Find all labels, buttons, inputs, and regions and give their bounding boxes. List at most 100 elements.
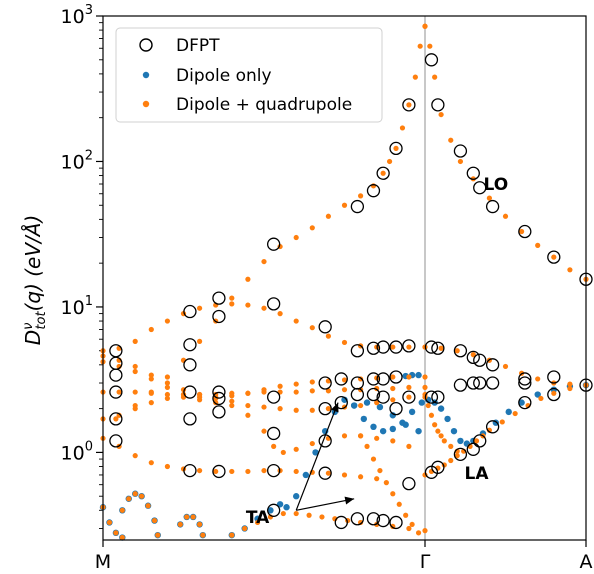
dfpt-point [389,515,403,530]
legend-label-dfpt: DFPT [176,36,220,56]
legend-box [115,27,383,123]
point [390,438,396,444]
dfpt-point [212,291,226,305]
point [164,384,170,390]
point [551,390,557,396]
point [390,397,396,403]
point [293,468,299,475]
dfpt-point [376,390,390,404]
dfpt-point [267,503,281,517]
point [197,305,203,311]
point [428,412,435,418]
point [364,443,370,449]
point [148,326,154,333]
dfpt-point [350,199,365,214]
point [277,383,283,389]
point [148,460,154,466]
point [444,415,451,423]
point [229,402,235,409]
point [457,437,464,445]
point [229,398,235,404]
point [309,440,315,447]
dfpt-point [350,376,365,390]
point [148,389,154,395]
point [538,395,544,402]
point [505,408,512,416]
dfpt-point [547,370,561,384]
annotation-arrow [295,402,339,511]
dfpt-point [547,387,561,402]
point [309,325,315,331]
point [341,433,348,439]
dfpt-point [466,166,480,180]
dfpt-point [267,426,281,441]
point [126,496,132,502]
point [280,449,286,456]
point [293,318,299,324]
x-tick-label: M [95,551,111,573]
point [245,302,251,308]
point [283,504,290,511]
point [341,377,348,383]
dfpt-point [350,387,365,402]
point [325,333,331,339]
point [422,23,428,29]
y-tick-label: 102 [61,148,93,173]
point [242,525,248,532]
point [470,352,476,358]
point [412,74,418,80]
point [534,391,541,398]
y-tick-label: 103 [61,3,93,28]
point [457,158,464,165]
point [358,474,364,480]
y-axis-label: Dνtot(q) (eV/Å) [21,215,49,346]
point [261,305,267,311]
point [197,394,203,400]
point [415,371,422,379]
point [390,491,396,497]
point [454,348,460,354]
point [116,412,122,418]
point [406,344,412,350]
point [261,389,267,395]
point [350,402,358,409]
dfpt-point [402,476,416,491]
annotation-la: LA [465,464,490,484]
annotation-ta: TA [246,508,270,528]
point [325,470,331,476]
point [190,514,196,520]
point [254,515,261,522]
dfpt-point [402,98,416,112]
dfpt-point [267,390,281,404]
point [518,399,525,406]
point [486,195,492,201]
point [374,435,380,441]
point [293,407,299,413]
point [406,374,412,380]
dfpt-point [212,309,226,324]
point [389,412,396,419]
dfpt-point [518,224,532,239]
point [229,301,235,307]
arrow-head [344,496,355,505]
dfpt-point [376,372,390,386]
point [441,438,447,444]
point [535,242,541,248]
point [132,389,138,395]
dfpt-point [431,460,445,474]
point [406,525,412,532]
dfpt-point [334,395,348,410]
point [245,468,251,475]
annotation-arrow [296,498,355,511]
dfpt-point [366,512,381,526]
dfpt-point [466,376,480,390]
point [309,388,315,394]
point [197,338,203,344]
dfpt-point [318,376,332,390]
dfpt-point [109,385,123,399]
point [132,491,138,497]
point [164,463,170,470]
point [390,385,396,392]
point [164,395,170,402]
